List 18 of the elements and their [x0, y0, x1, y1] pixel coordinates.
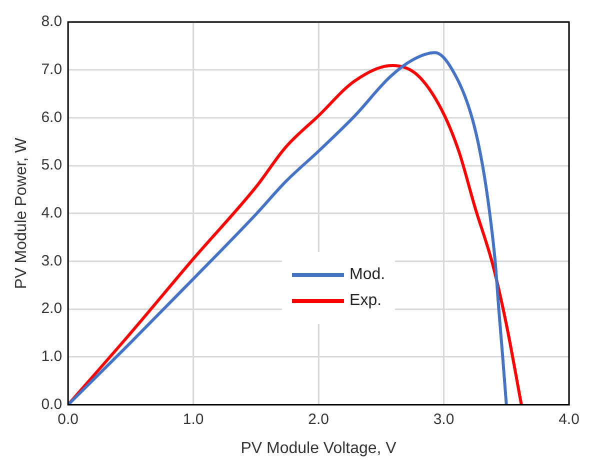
- legend-label: Mod.: [350, 266, 386, 284]
- x-axis-title: PV Module Voltage, V: [240, 440, 397, 457]
- x-tick-label: 3.0: [433, 410, 454, 428]
- y-tick-label: 4.0: [41, 204, 62, 222]
- y-tick-label: 7.0: [41, 60, 62, 78]
- y-tick-label: 2.0: [41, 300, 62, 318]
- y-tick-label: 5.0: [41, 156, 62, 174]
- x-tick-label: 0.0: [58, 410, 78, 428]
- y-tick-label: 3.0: [41, 252, 62, 270]
- y-tick-label: 6.0: [41, 108, 62, 126]
- y-tick-label: 0.0: [41, 396, 62, 413]
- y-tick-label: 8.0: [41, 13, 62, 30]
- y-axis-title: PV Module Power, W: [13, 136, 30, 289]
- legend-label: Exp.: [350, 292, 382, 310]
- x-tick-label: 2.0: [308, 410, 329, 428]
- x-tick-label: 4.0: [558, 410, 580, 428]
- y-tick-label: 1.0: [41, 348, 62, 366]
- x-tick-label: 1.0: [182, 410, 204, 428]
